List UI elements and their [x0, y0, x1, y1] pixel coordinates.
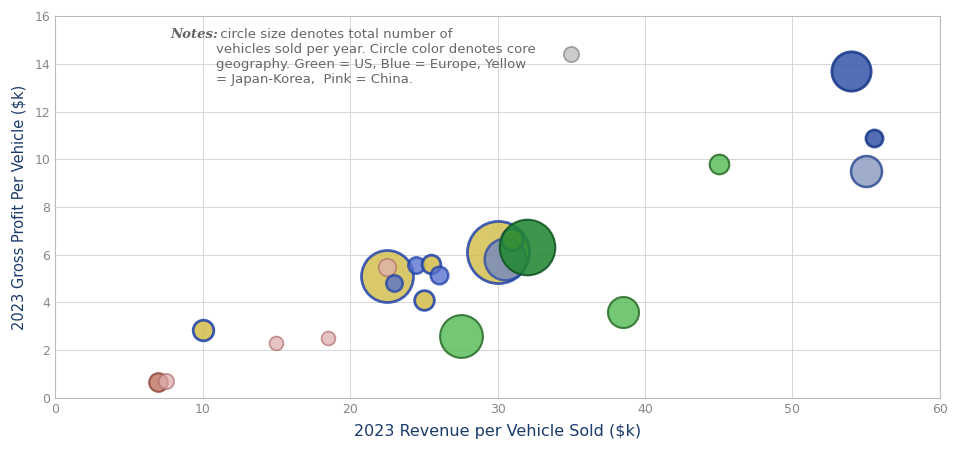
Point — [380, 272, 395, 279]
X-axis label: 2023 Revenue per Vehicle Sold ($k): 2023 Revenue per Vehicle Sold ($k) — [354, 424, 642, 439]
Point — [844, 68, 859, 75]
Y-axis label: 2023 Gross Profit Per Vehicle ($k): 2023 Gross Profit Per Vehicle ($k) — [12, 84, 26, 329]
Point — [504, 235, 520, 243]
Point — [269, 339, 284, 346]
Point — [858, 167, 874, 175]
Point — [151, 378, 166, 386]
Point — [158, 378, 174, 385]
Point — [431, 271, 446, 279]
Point — [564, 51, 579, 58]
Point — [520, 244, 535, 251]
Point — [409, 262, 424, 269]
Text: circle size denotes total number of
vehicles sold per year. Circle color denotes: circle size denotes total number of vehi… — [216, 27, 536, 86]
Text: Notes:: Notes: — [170, 27, 218, 40]
Point — [380, 263, 395, 270]
Point — [195, 326, 210, 333]
Point — [453, 332, 468, 339]
Point — [490, 248, 505, 256]
Point — [498, 256, 513, 263]
Point — [320, 334, 336, 342]
Point — [424, 261, 439, 268]
Point — [386, 279, 402, 287]
Point — [416, 296, 432, 303]
Point — [711, 160, 726, 167]
Point — [616, 308, 631, 315]
Point — [866, 134, 881, 141]
